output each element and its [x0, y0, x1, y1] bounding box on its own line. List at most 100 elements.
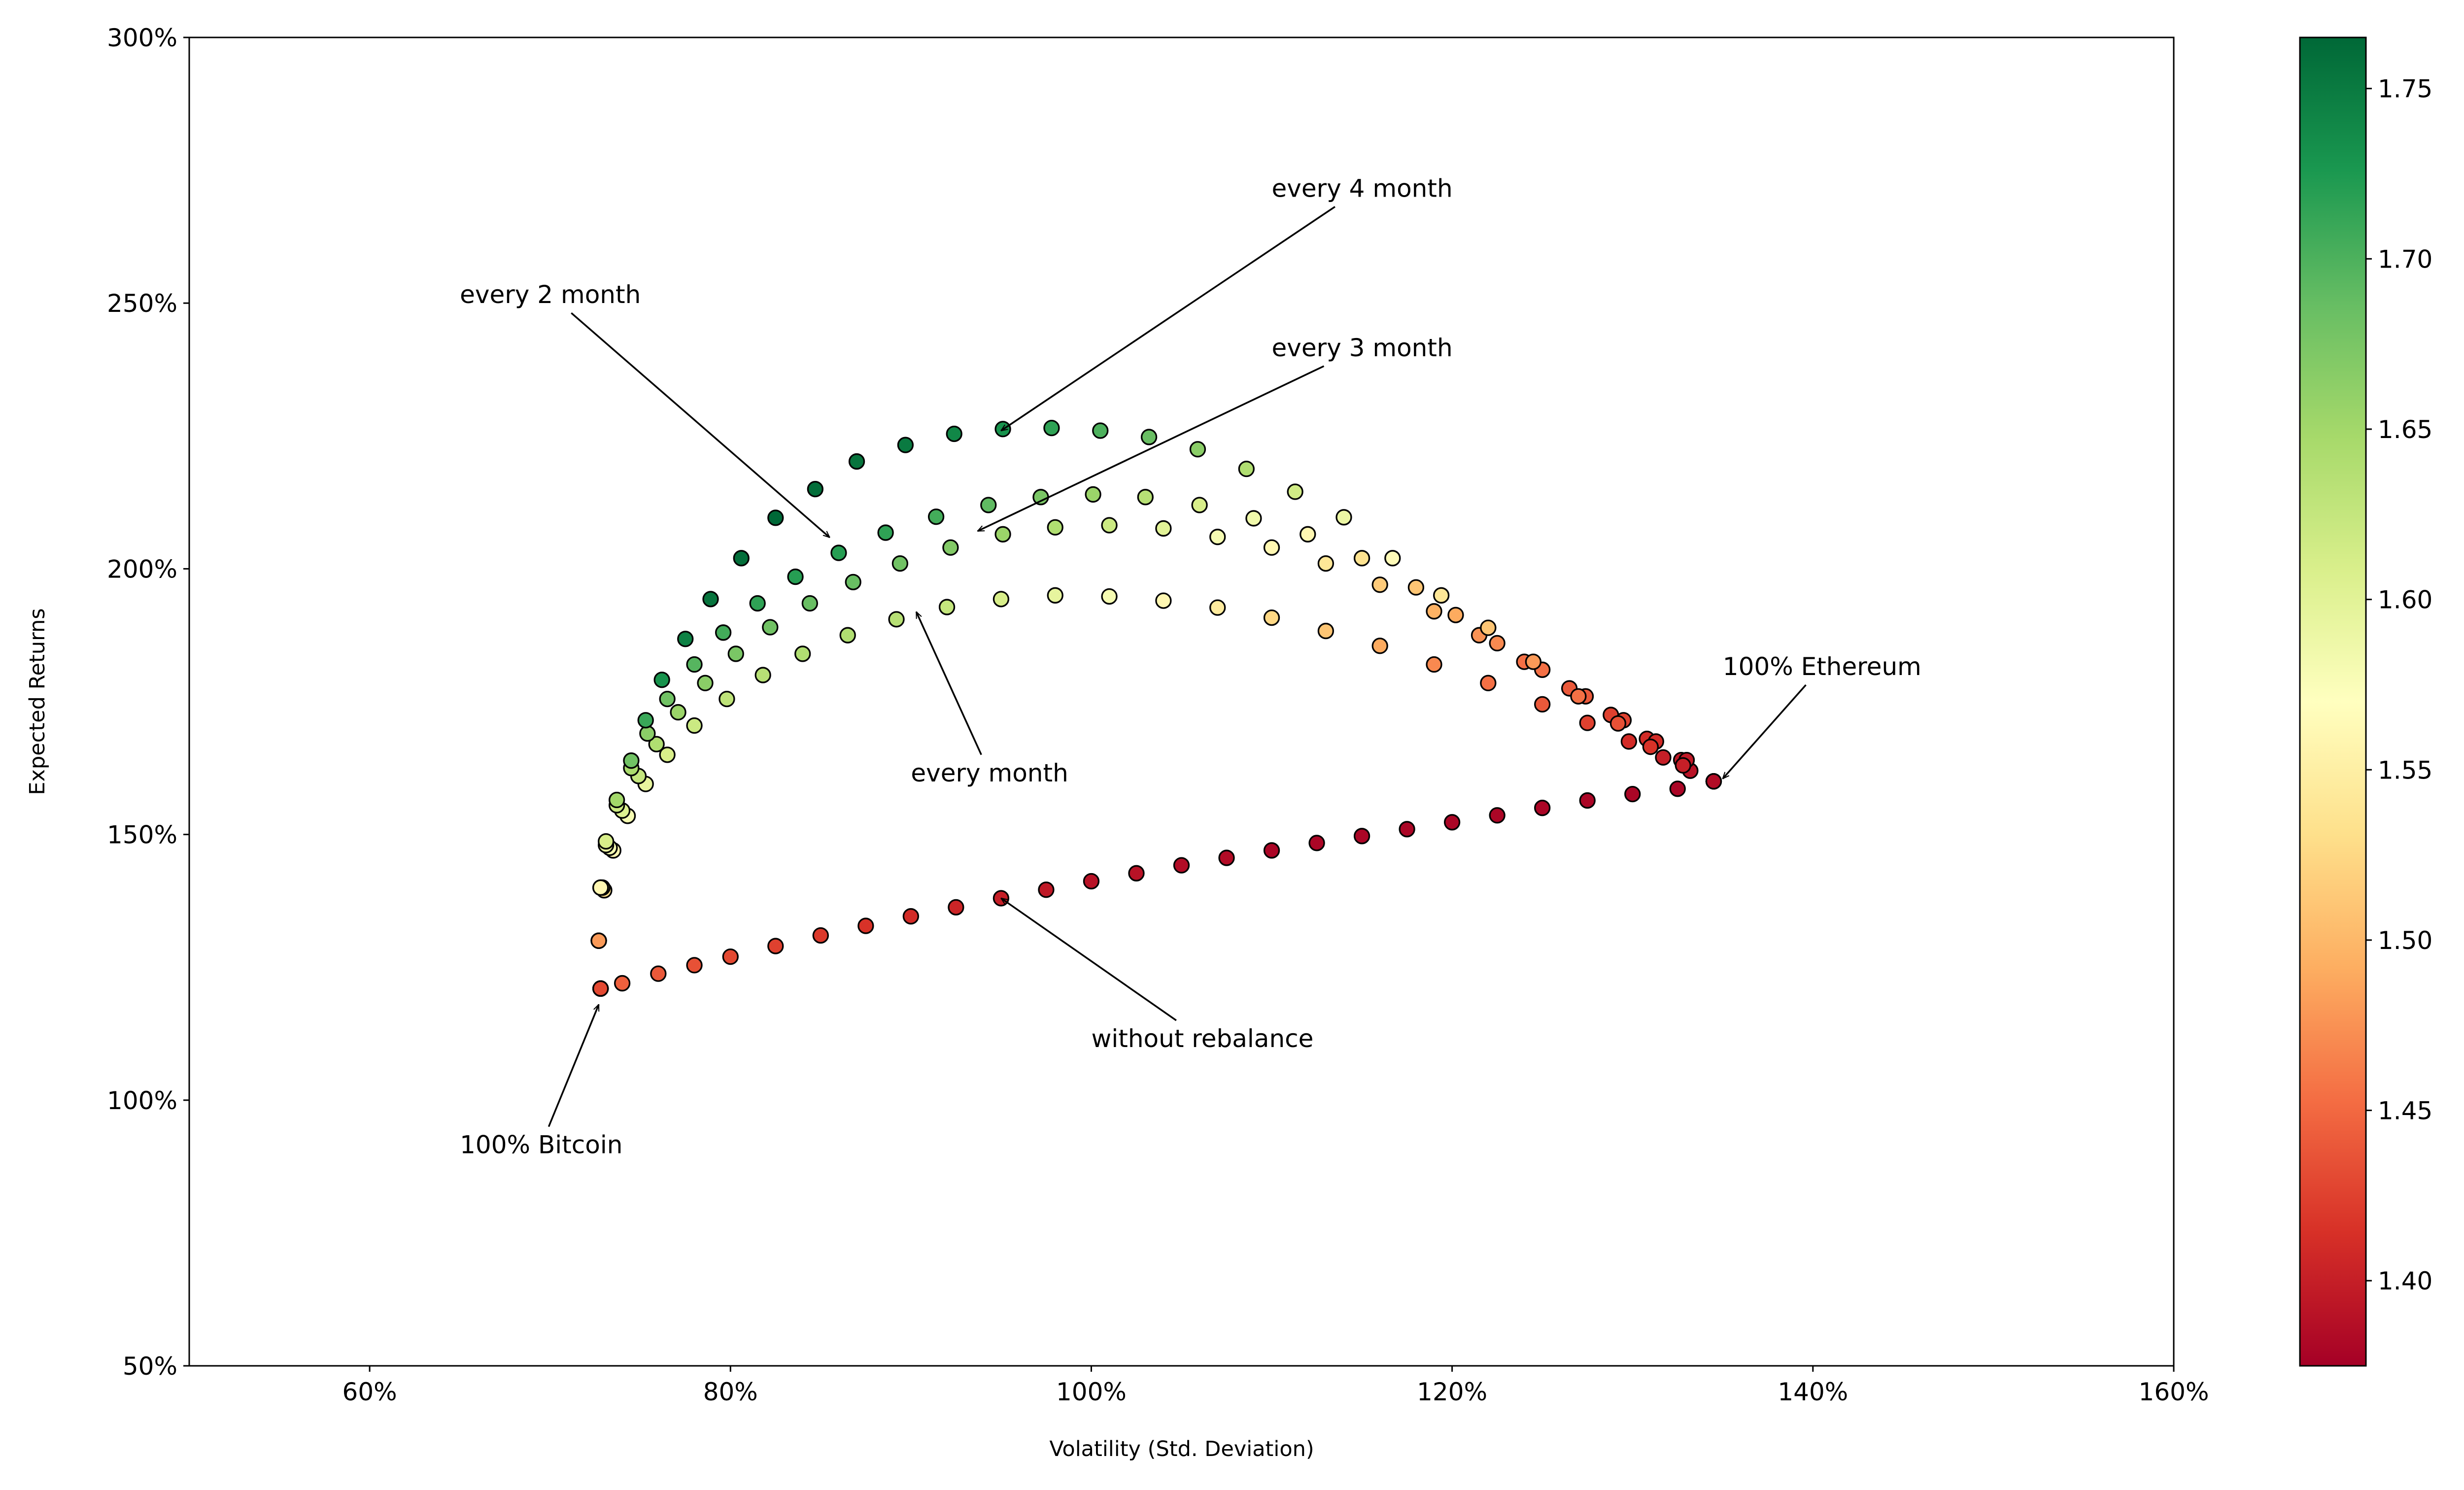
plot-area — [188, 36, 2175, 1367]
point — [1480, 619, 1497, 636]
point — [623, 752, 640, 769]
point — [1263, 842, 1280, 859]
point — [1570, 688, 1587, 705]
point — [1384, 550, 1401, 567]
y-tick-label: 250% — [107, 289, 177, 318]
annotation-arrow — [1001, 898, 1177, 1021]
point — [1047, 587, 1063, 604]
colorbar-tick-label: 1.65 — [2378, 415, 2432, 444]
point — [1317, 622, 1335, 640]
series — [590, 486, 1722, 997]
point — [845, 574, 861, 591]
point — [1655, 749, 1672, 766]
point — [1407, 579, 1425, 596]
point — [1426, 603, 1442, 620]
point — [1675, 757, 1691, 774]
point — [1218, 849, 1235, 866]
point — [1209, 599, 1226, 616]
point — [722, 948, 739, 965]
point — [1047, 519, 1063, 536]
point — [946, 425, 962, 442]
point — [592, 879, 609, 896]
x-tick-label: 100% — [1056, 1378, 1127, 1406]
series — [590, 517, 1722, 997]
point — [1083, 873, 1100, 890]
annotation-arrow — [915, 612, 982, 755]
point — [1140, 429, 1158, 445]
x-axis-label: Volatility (Std. Deviation) — [1049, 1437, 1314, 1461]
point — [891, 555, 909, 572]
x-tick-label: 80% — [703, 1378, 758, 1406]
annotation: without rebalance — [1091, 1024, 1313, 1053]
point — [1447, 607, 1464, 623]
point — [1155, 520, 1172, 537]
point — [653, 672, 670, 688]
point — [1092, 422, 1109, 439]
point — [1263, 609, 1280, 626]
colorbar-tick-label: 1.45 — [2378, 1097, 2432, 1125]
point — [1433, 587, 1450, 604]
annotation-arrow — [1001, 206, 1335, 431]
point — [1609, 715, 1627, 732]
point — [1489, 807, 1506, 824]
point — [1300, 526, 1316, 542]
point — [1426, 656, 1442, 673]
colorbar-tick-label: 1.75 — [2378, 75, 2432, 103]
annotation-arrow — [571, 312, 829, 538]
point — [794, 645, 811, 662]
x-tick-label: 60% — [342, 1378, 397, 1406]
point — [1155, 592, 1172, 609]
point — [812, 927, 829, 944]
point — [1209, 529, 1226, 545]
point — [639, 725, 656, 742]
point — [677, 631, 694, 647]
colorbar-tick-label: 1.60 — [2378, 586, 2432, 614]
point — [590, 932, 607, 949]
point — [614, 975, 631, 992]
y-tick-label: 200% — [107, 555, 177, 583]
annotation: every month — [911, 759, 1068, 787]
annotation-arrow — [978, 365, 1325, 532]
point — [1317, 555, 1335, 572]
point — [1043, 419, 1060, 437]
point — [1173, 857, 1190, 874]
point — [927, 508, 945, 525]
point — [1525, 653, 1542, 670]
annotation-arrow — [1723, 684, 1807, 779]
annotation: every 2 month — [460, 280, 641, 309]
point — [1263, 539, 1280, 556]
annotation: 100% Ethereum — [1723, 652, 1921, 681]
point — [848, 453, 865, 470]
point — [1579, 714, 1596, 731]
point — [857, 917, 874, 934]
point — [686, 656, 703, 673]
point — [942, 539, 959, 556]
point — [888, 611, 905, 628]
point — [1443, 814, 1461, 831]
point — [754, 667, 771, 683]
point — [1353, 550, 1370, 567]
series — [592, 773, 1722, 997]
annotation: every 4 month — [1272, 174, 1453, 203]
point — [659, 690, 676, 708]
point — [801, 595, 819, 612]
point — [1371, 576, 1388, 593]
point — [1705, 773, 1722, 790]
annotation: 100% Bitcoin — [460, 1131, 622, 1159]
point — [608, 791, 625, 809]
point — [1624, 785, 1641, 803]
point — [1238, 461, 1255, 477]
point — [637, 712, 654, 729]
point — [648, 736, 665, 752]
point — [902, 908, 920, 925]
point — [762, 619, 779, 636]
point — [733, 550, 750, 567]
colorbar-tick-label: 1.50 — [2378, 926, 2432, 955]
x-tick-label: 160% — [2139, 1378, 2209, 1406]
point — [767, 509, 784, 526]
point — [1137, 489, 1154, 506]
point — [1245, 510, 1262, 527]
point — [1335, 509, 1352, 526]
point — [807, 480, 823, 498]
